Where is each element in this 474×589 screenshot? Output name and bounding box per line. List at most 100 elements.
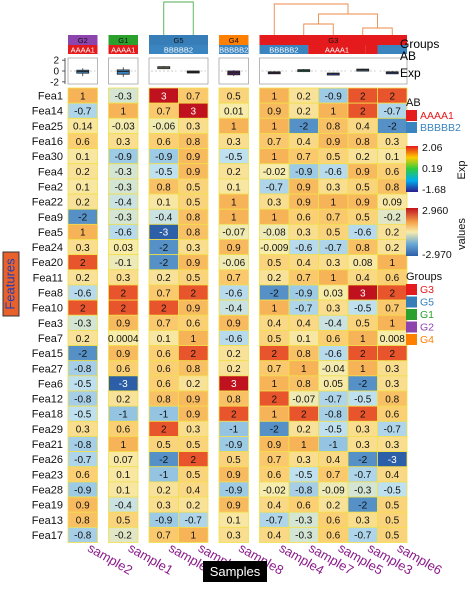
cell-value-label: 2: [360, 349, 366, 360]
values-colorbar: [406, 208, 418, 256]
cell-value-label: -1: [329, 440, 338, 451]
ab-annotation-label: AAAA1: [325, 46, 349, 55]
cell-value-label: 0.8: [76, 516, 90, 527]
cell-value-label: 0.8: [297, 379, 311, 390]
cell-value-label: 2: [271, 349, 277, 360]
cell-value-label: 0.5: [186, 470, 200, 481]
cell-value-label: -0.8: [74, 440, 92, 451]
cell-value-label: 2: [360, 91, 366, 102]
row-label: Fea23: [32, 469, 63, 481]
cell-value-label: 0.2: [157, 485, 171, 496]
cell-value-label: 0.6: [186, 319, 200, 330]
values-legend-max: 2.960: [422, 205, 448, 217]
cell-value-label: 0.9: [186, 410, 200, 421]
y-axis-title: Features: [2, 258, 17, 310]
cell-value-label: 0.5: [186, 273, 200, 284]
cell-value-label: 0.8: [356, 243, 370, 254]
cell-value-label: -0.5: [354, 394, 372, 405]
cell-value-label: 0.8: [186, 228, 200, 239]
ab-annotation-label: BBBBB2: [164, 46, 193, 55]
cell-value-label: 1: [271, 122, 277, 133]
cell-value-label: 0.3: [385, 440, 399, 451]
cell-value-label: -0.7: [325, 243, 343, 254]
cell-value-label: 2: [190, 455, 196, 466]
cell-value-label: -0.9: [225, 485, 243, 496]
cell-value-label: -0.3: [115, 167, 133, 178]
cell-value-label: -0.3: [354, 485, 372, 496]
cell-value-label: 2: [389, 91, 395, 102]
cell-value-label: 0.3: [385, 137, 399, 148]
cell-value-label: 0.9: [297, 182, 311, 193]
cell-value-label: 0.9: [227, 243, 241, 254]
cell-value-label: -0.6: [325, 167, 343, 178]
cell-value-label: -2: [388, 122, 397, 133]
groups-legend-swatch: [406, 284, 417, 295]
cell-value-label: 0.7: [157, 531, 171, 542]
cell-value-label: 0.07: [114, 455, 134, 466]
heatmap-cell: [178, 526, 209, 543]
cell-value-label: -2: [78, 213, 87, 224]
cell-value-label: 0.2: [227, 167, 241, 178]
cell-value-label: 0.9: [326, 137, 340, 148]
values-legend-title: values: [456, 218, 468, 250]
cell-value-label: -0.06: [222, 258, 245, 269]
cell-value-label: 2: [80, 258, 86, 269]
cell-value-label: 0.2: [76, 197, 90, 208]
row-label: Fea2: [38, 181, 63, 193]
cell-value-label: 0.5: [385, 516, 399, 527]
cell-value-label: -0.7: [295, 303, 313, 314]
cell-value-label: 0.6: [385, 273, 399, 284]
cell-value-label: 0.2: [385, 243, 399, 254]
cell-value-label: 0.5: [385, 531, 399, 542]
cell-value-label: 0.2: [76, 167, 90, 178]
cell-value-label: 0.2: [297, 91, 311, 102]
cell-value-label: 2: [80, 303, 86, 314]
cell-value-label: 0.5: [186, 440, 200, 451]
cell-value-label: 3: [161, 91, 167, 102]
row-labels: Fea1 Fea14 Fea25 Fea16 Fea30 Fea4 Fea2 Fea22 Fea…: [32, 91, 63, 542]
cell-value-label: -0.04: [322, 364, 345, 375]
samples-box: [203, 561, 267, 582]
cell-value-label: 0.7: [186, 91, 200, 102]
cell-value-label: 0.4: [297, 258, 311, 269]
ab-annotation-bar: [377, 45, 407, 54]
cell-value-label: 0.14: [73, 122, 93, 133]
cell-value-label: 0.08: [353, 258, 373, 269]
cell-value-label: 0.6: [385, 167, 399, 178]
cell-value-label: 0.6: [157, 364, 171, 375]
cell-value-label: 0.5: [385, 500, 399, 511]
cell-value-label: -2: [358, 455, 367, 466]
cell-value-label: 0.1: [297, 334, 311, 345]
cell-value-label: 1: [190, 531, 196, 542]
ab-legend-swatch: [406, 122, 417, 133]
cell-value-label: 3: [231, 379, 237, 390]
cell-value-label: 0.3: [356, 425, 370, 436]
cell-value-label: 0.7: [267, 364, 281, 375]
exp-legend-mid: 0.19: [422, 163, 443, 175]
row-label: Fea22: [32, 197, 63, 209]
heatmap-cell: [108, 526, 139, 543]
cell-value-label: -0.3: [115, 213, 133, 224]
cell-value-label: 0.5: [157, 440, 171, 451]
cell-value-label: 0.7: [157, 288, 171, 299]
groups-legend-swatch: [406, 321, 417, 333]
cell-value-label: 0.6: [76, 137, 90, 148]
cell-value-label: 0.8: [186, 213, 200, 224]
ab-annotation-bar: [219, 45, 249, 54]
ab-legend-label: AAAA1: [420, 110, 454, 122]
groups-legend-label: G5: [420, 297, 434, 309]
cell-value-label: 0.9: [356, 167, 370, 178]
cell-value-label: 0.2: [297, 107, 311, 118]
cell-value-label: -0.5: [384, 485, 402, 496]
cell-value-label: 0.3: [116, 137, 130, 148]
cell-value-label: 0.9: [186, 303, 200, 314]
cell-value-label: 1: [231, 197, 237, 208]
cell-value-label: -1: [159, 470, 168, 481]
cell-value-label: 0.9: [186, 167, 200, 178]
cell-value-label: 0.2: [385, 228, 399, 239]
cell-value-label: -0.5: [74, 410, 92, 421]
cell-value-label: 0.3: [385, 364, 399, 375]
group-annotation-label: G2: [78, 36, 88, 45]
cell-value-label: 0.6: [326, 334, 340, 345]
cell-value-label: -0.8: [325, 410, 343, 421]
